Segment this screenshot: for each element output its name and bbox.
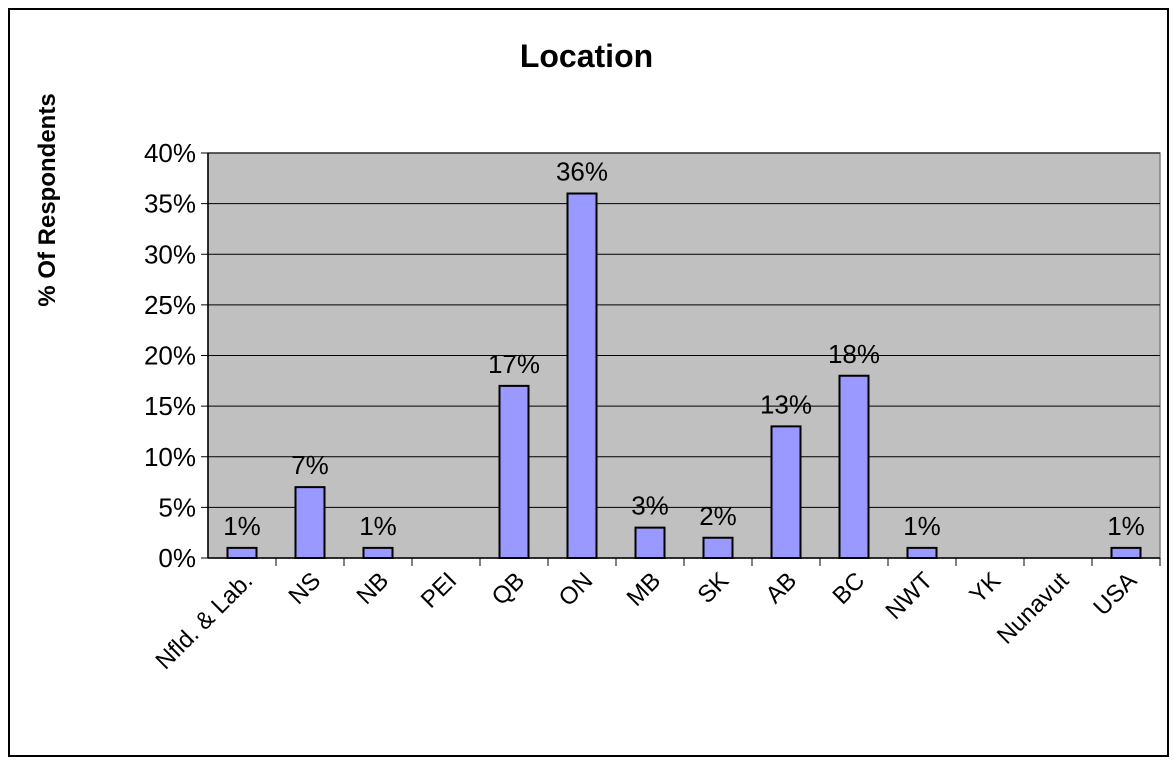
data-label: 13%	[760, 389, 812, 419]
data-label: 1%	[359, 511, 397, 541]
gridlines	[208, 152, 1160, 508]
x-tick-label: ON	[554, 567, 599, 612]
data-label: 2%	[699, 501, 737, 531]
x-tick-label: NB	[352, 567, 395, 610]
bar-qb	[498, 384, 530, 559]
data-label: 17%	[488, 349, 540, 379]
x-tick-label: Nfld. & Lab.	[150, 567, 258, 675]
bar-nwt	[906, 546, 938, 559]
x-tick-label: Nunavut	[992, 567, 1075, 650]
y-tick-label: 35%	[144, 189, 196, 219]
bar-usa	[1110, 546, 1142, 559]
y-tick-label: 30%	[144, 239, 196, 269]
bars	[226, 192, 1142, 559]
y-tick-label: 5%	[158, 492, 196, 522]
x-tick-label: USA	[1088, 567, 1142, 621]
x-tick-label: PEI	[416, 567, 462, 613]
y-tick-label: 20%	[144, 341, 196, 371]
bar-ab	[770, 425, 802, 559]
x-tick-label: NS	[284, 567, 327, 610]
bar-nfld-lab-	[226, 546, 258, 559]
bar-nb	[362, 546, 394, 559]
data-label: 1%	[903, 511, 941, 541]
x-tick-label: AB	[761, 567, 803, 609]
bar-mb	[634, 526, 666, 559]
chart-title: Location	[519, 38, 654, 74]
x-tick-label: YK	[965, 567, 1007, 609]
bar-on	[566, 192, 598, 559]
data-labels: 1% 7% 1% 17% 36% 3% 2% 13% 18% 1% 1%	[223, 157, 1145, 541]
bar-ns	[294, 486, 326, 559]
data-label: 1%	[1107, 511, 1145, 541]
y-tick-label: 25%	[144, 290, 196, 320]
x-tick-label: MB	[622, 567, 667, 612]
bar-sk	[702, 536, 734, 559]
y-tick-label: 40%	[144, 138, 196, 168]
data-label: 18%	[828, 339, 880, 369]
data-label: 1%	[223, 511, 261, 541]
bar-bc	[838, 374, 870, 559]
y-tick-label: 15%	[144, 391, 196, 421]
y-tick-label: 10%	[144, 442, 196, 472]
data-label: 3%	[631, 491, 669, 521]
x-tick-label: NWT	[881, 567, 939, 625]
y-tick-label: 0%	[158, 543, 196, 573]
x-tick-label: SK	[693, 567, 735, 609]
data-label: 36%	[556, 157, 608, 187]
x-tick-label: QB	[487, 567, 531, 611]
data-label: 7%	[291, 450, 329, 480]
x-tick-label: BC	[828, 567, 871, 610]
